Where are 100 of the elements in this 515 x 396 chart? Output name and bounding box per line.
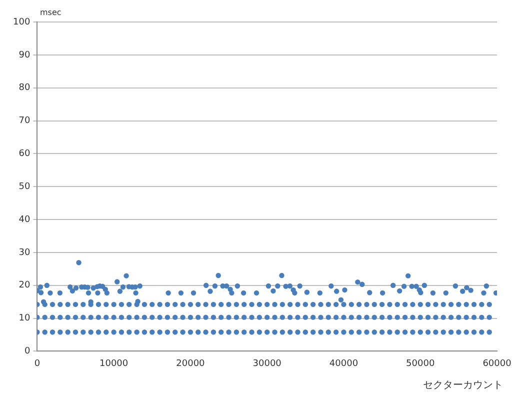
point (456, 302, 462, 308)
point (249, 330, 254, 335)
point (58, 330, 63, 335)
point (372, 314, 377, 320)
point (402, 314, 408, 320)
point (348, 330, 354, 335)
point (410, 302, 416, 308)
point (242, 330, 247, 335)
point (164, 314, 170, 320)
point (234, 302, 240, 308)
point (433, 302, 438, 308)
point (242, 302, 247, 308)
point (272, 302, 278, 308)
point (172, 302, 178, 308)
x-tick-label: 10000 (99, 358, 128, 369)
point (188, 302, 194, 308)
point (364, 302, 370, 308)
point (134, 314, 140, 320)
point (295, 314, 300, 320)
point (104, 330, 109, 335)
point (364, 330, 370, 335)
point (410, 314, 416, 320)
point (341, 330, 346, 335)
point (326, 314, 331, 320)
point (157, 330, 162, 335)
point (88, 330, 94, 335)
point (196, 330, 201, 335)
point (356, 302, 362, 308)
point (471, 330, 477, 335)
point (356, 330, 362, 335)
point (372, 302, 377, 308)
point (150, 330, 155, 335)
point (180, 330, 186, 335)
point (348, 302, 354, 308)
point (96, 314, 102, 320)
point (486, 330, 492, 335)
point (387, 314, 392, 320)
point (226, 330, 232, 335)
point (42, 302, 48, 308)
point (50, 330, 56, 335)
point (226, 314, 232, 320)
point (164, 302, 170, 308)
point (157, 302, 162, 308)
point (394, 314, 400, 320)
point (425, 330, 431, 335)
point (333, 330, 339, 335)
point (464, 314, 469, 320)
point (418, 302, 423, 308)
point (326, 330, 331, 335)
point (302, 330, 308, 335)
point (387, 330, 392, 335)
point (402, 302, 408, 308)
point (80, 330, 86, 335)
point (196, 302, 201, 308)
y-tick-label: 0 (24, 346, 30, 357)
x-tick-label: 50000 (406, 358, 435, 369)
point (302, 302, 308, 308)
point (310, 330, 316, 335)
point (142, 302, 148, 308)
point (126, 314, 132, 320)
point (425, 314, 431, 320)
point (234, 330, 240, 335)
point (58, 302, 63, 308)
point (111, 314, 116, 320)
x-tick-label: 60000 (482, 358, 512, 369)
point (118, 314, 124, 320)
point (348, 314, 354, 320)
point (379, 314, 385, 320)
point (433, 314, 438, 320)
point (364, 314, 370, 320)
point (150, 314, 155, 320)
point (379, 302, 385, 308)
point (142, 314, 148, 320)
point (479, 302, 484, 308)
point (256, 302, 262, 308)
point (333, 314, 339, 320)
point (72, 314, 78, 320)
point (104, 302, 109, 308)
point (218, 330, 224, 335)
point (234, 314, 240, 320)
point (464, 302, 469, 308)
point (111, 302, 116, 308)
point (333, 302, 339, 308)
point (104, 314, 109, 320)
point (42, 314, 48, 320)
point (433, 330, 438, 335)
point (264, 330, 270, 335)
y-tick-label: 30 (18, 248, 30, 258)
point (172, 314, 178, 320)
point (387, 302, 392, 308)
point (448, 302, 454, 308)
point (486, 314, 492, 320)
point (471, 302, 477, 308)
point (280, 302, 286, 308)
x-tick-label: 30000 (252, 358, 282, 369)
point (111, 330, 116, 335)
point (50, 314, 56, 320)
point (226, 302, 232, 308)
y-tick-label: 20 (18, 280, 30, 291)
point (295, 302, 300, 308)
